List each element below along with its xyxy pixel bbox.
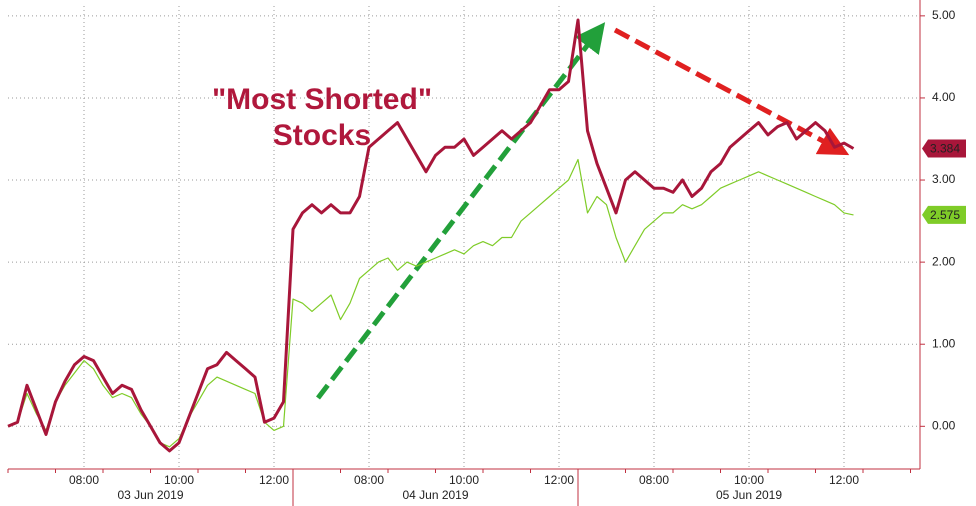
down-arrow xyxy=(613,27,850,156)
x-tick-label: 08:00 xyxy=(69,473,99,487)
series-line xyxy=(7,158,854,448)
y-tick-label: 1.00 xyxy=(932,336,956,350)
end-label-box xyxy=(922,139,966,158)
end-label-box xyxy=(922,205,966,224)
y-tick-label: 0.00 xyxy=(932,418,956,432)
x-group-label: 03 Jun 2019 xyxy=(117,488,183,502)
end-label: 3.384 xyxy=(930,142,960,156)
x-tick-label: 08:00 xyxy=(354,473,384,487)
x-tick-label: 10:00 xyxy=(734,473,764,487)
x-tick-label: 12:00 xyxy=(544,473,574,487)
x-tick-label: 10:00 xyxy=(164,473,194,487)
annotation: "Most Shorted" xyxy=(212,83,432,116)
y-tick-label: 5.00 xyxy=(932,8,956,22)
x-tick-label: 12:00 xyxy=(259,473,289,487)
y-tick-label: 2.00 xyxy=(932,254,956,268)
x-tick-label: 10:00 xyxy=(449,473,479,487)
series-line xyxy=(7,18,855,453)
y-tick-label: 3.00 xyxy=(932,172,956,186)
x-tick-label: 12:00 xyxy=(829,473,859,487)
x-tick-label: 08:00 xyxy=(639,473,669,487)
annotation: Stocks xyxy=(273,119,371,152)
up-arrow xyxy=(316,22,606,400)
x-group-label: 05 Jun 2019 xyxy=(716,488,782,502)
x-group-label: 04 Jun 2019 xyxy=(402,488,468,502)
end-label: 2.575 xyxy=(930,208,960,222)
y-tick-label: 4.00 xyxy=(932,90,956,104)
